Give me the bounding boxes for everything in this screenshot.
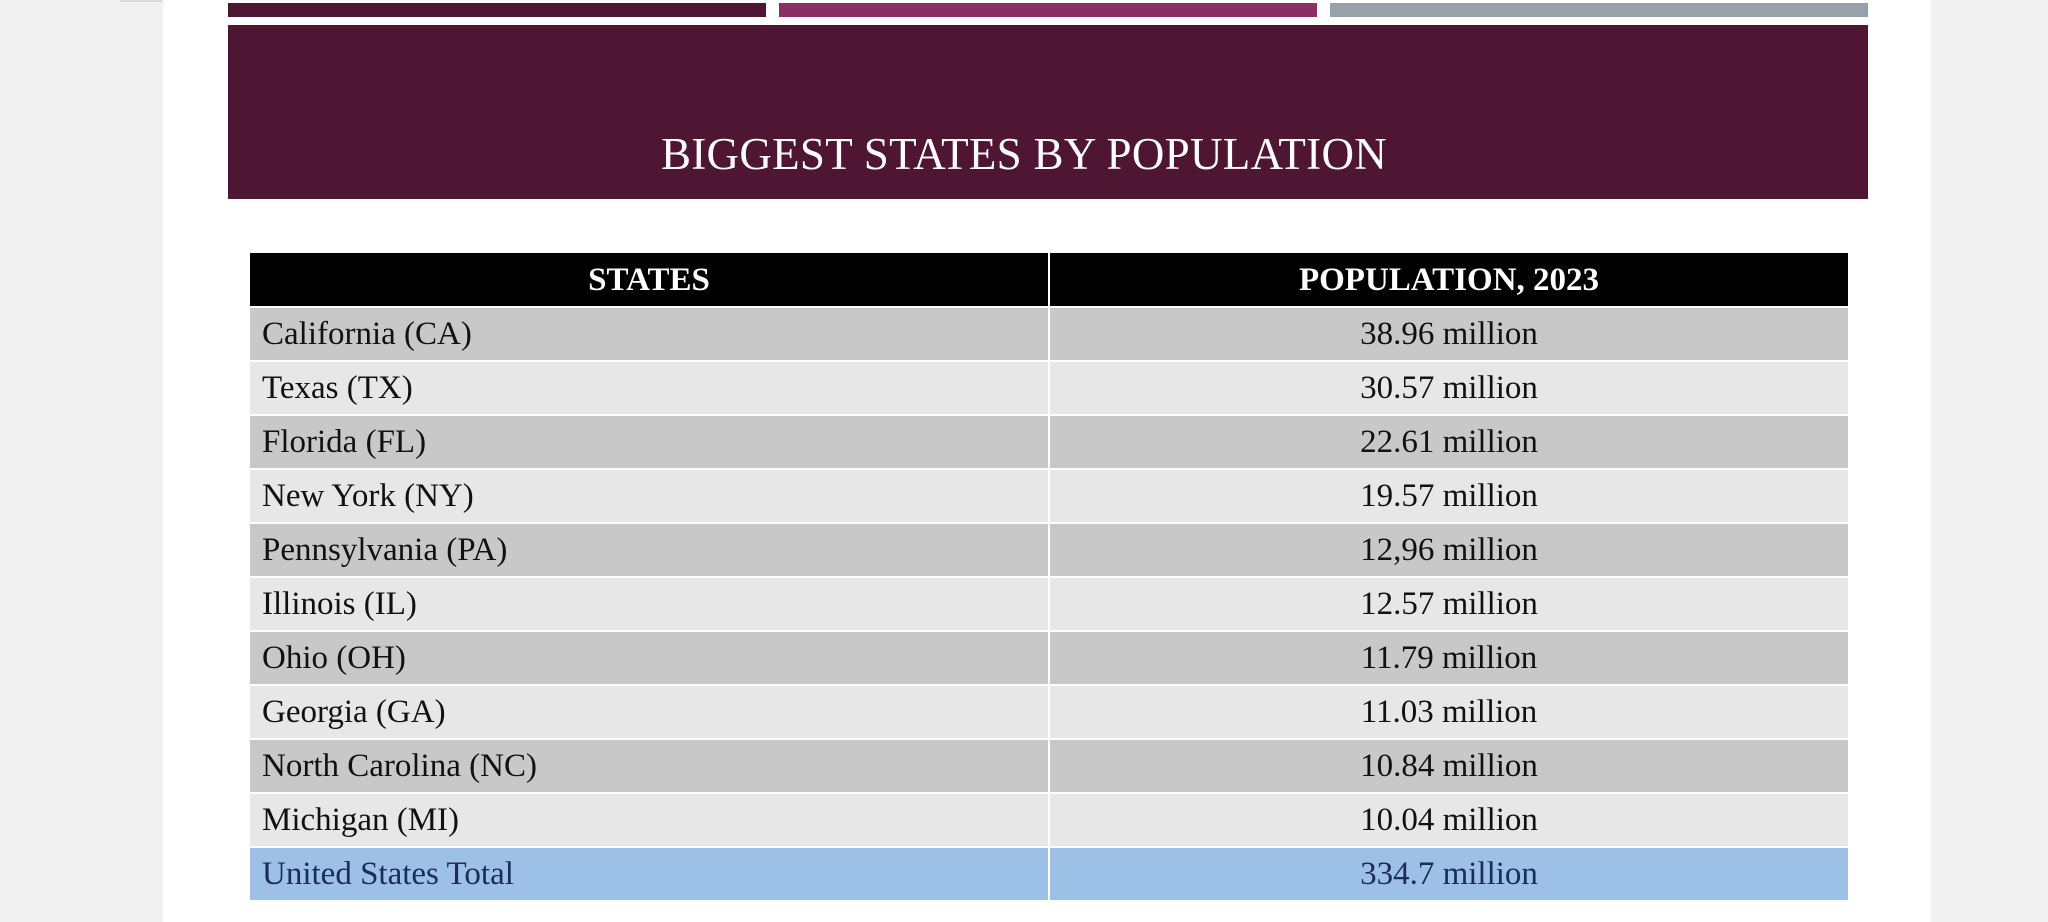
- slide-title: BIGGEST STATES BY POPULATION: [660, 129, 1388, 179]
- table-row: Michigan (MI) 10.04 million: [248, 793, 1850, 848]
- table-row: Texas (TX) 30.57 million: [248, 361, 1850, 416]
- state-cell: North Carolina (NC): [248, 739, 1050, 794]
- accent-bar-2: [779, 3, 1317, 17]
- population-cell: 12.57 million: [1048, 577, 1850, 632]
- total-population-cell: 334.7 million: [1048, 847, 1850, 902]
- table-row: Florida (FL) 22.61 million: [248, 415, 1850, 470]
- column-header-population: POPULATION, 2023: [1048, 253, 1850, 308]
- state-cell: Texas (TX): [248, 361, 1050, 416]
- accent-bar-3: [1330, 3, 1868, 17]
- state-cell: Pennsylvania (PA): [248, 523, 1050, 578]
- table-row: North Carolina (NC) 10.84 million: [248, 739, 1850, 794]
- population-cell: 38.96 million: [1048, 307, 1850, 362]
- table-row: Pennsylvania (PA) 12,96 million: [248, 523, 1850, 578]
- column-header-states: STATES: [248, 253, 1050, 308]
- state-cell: Illinois (IL): [248, 577, 1050, 632]
- table-total-row: United States Total 334.7 million: [248, 847, 1850, 902]
- state-cell: Michigan (MI): [248, 793, 1050, 848]
- title-band: [228, 25, 1868, 199]
- table-row: Illinois (IL) 12.57 million: [248, 577, 1850, 632]
- table-row: Ohio (OH) 11.79 million: [248, 631, 1850, 686]
- table-row: California (CA) 38.96 million: [248, 307, 1850, 362]
- population-cell: 10.04 million: [1048, 793, 1850, 848]
- table-header-row: STATES POPULATION, 2023: [248, 253, 1850, 308]
- table-row: Georgia (GA) 11.03 million: [248, 685, 1850, 740]
- population-table: STATES POPULATION, 2023 California (CA) …: [248, 253, 1850, 902]
- state-cell: Georgia (GA): [248, 685, 1050, 740]
- population-cell: 22.61 million: [1048, 415, 1850, 470]
- population-cell: 10.84 million: [1048, 739, 1850, 794]
- state-cell: California (CA): [248, 307, 1050, 362]
- population-cell: 30.57 million: [1048, 361, 1850, 416]
- state-cell: Ohio (OH): [248, 631, 1050, 686]
- accent-bar-1: [228, 3, 766, 17]
- population-cell: 11.79 million: [1048, 631, 1850, 686]
- population-cell: 12,96 million: [1048, 523, 1850, 578]
- state-cell: New York (NY): [248, 469, 1050, 524]
- table-row: New York (NY) 19.57 million: [248, 469, 1850, 524]
- population-cell: 11.03 million: [1048, 685, 1850, 740]
- state-cell: Florida (FL): [248, 415, 1050, 470]
- total-label-cell: United States Total: [248, 847, 1050, 902]
- population-cell: 19.57 million: [1048, 469, 1850, 524]
